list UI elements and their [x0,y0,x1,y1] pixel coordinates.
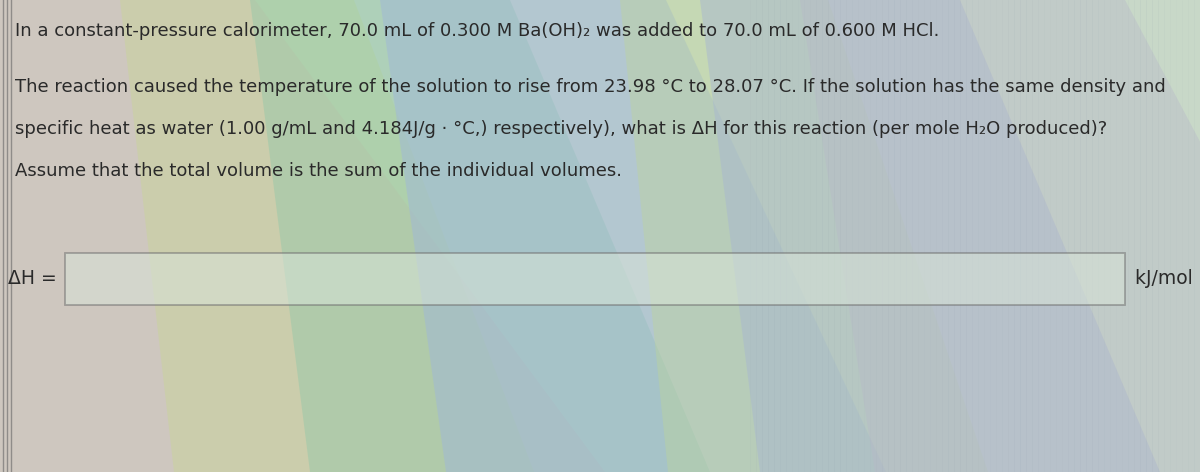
Polygon shape [120,0,534,472]
Text: ΔH =: ΔH = [8,270,58,288]
Polygon shape [0,0,605,472]
Text: Assume that the total volume is the sum of the individual volumes.: Assume that the total volume is the sum … [14,162,622,180]
Text: The reaction caused the temperature of the solution to rise from 23.98 °C to 28.: The reaction caused the temperature of t… [14,78,1165,96]
Text: kJ/mol H₂O: kJ/mol H₂O [1135,270,1200,288]
Polygon shape [250,0,710,472]
Polygon shape [380,0,886,472]
FancyBboxPatch shape [65,253,1126,305]
Text: specific heat as water (1.00 g/mL and 4.184J/g · °C,) respectively), what is ΔH : specific heat as water (1.00 g/mL and 4.… [14,120,1108,138]
Polygon shape [800,0,1200,472]
Polygon shape [620,0,988,472]
Polygon shape [700,0,1160,472]
Text: In a constant-pressure calorimeter, 70.0 mL of 0.300 M Ba(OH)₂ was added to 70.0: In a constant-pressure calorimeter, 70.0… [14,22,940,40]
